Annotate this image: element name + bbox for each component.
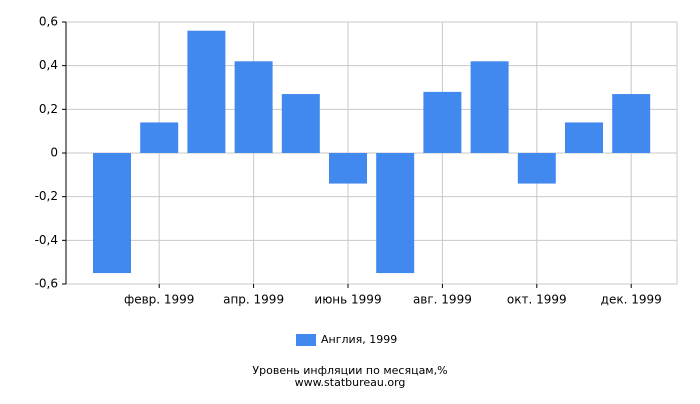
bar bbox=[234, 61, 273, 153]
y-tick-label: 0 bbox=[50, 146, 58, 160]
x-tick-label: июнь 1999 bbox=[314, 293, 381, 307]
bar bbox=[93, 153, 131, 274]
x-tick-label: февр. 1999 bbox=[124, 293, 195, 307]
bar bbox=[281, 94, 320, 153]
bar bbox=[187, 30, 226, 153]
bar bbox=[140, 122, 179, 153]
x-tick-label: окт. 1999 bbox=[507, 293, 567, 307]
bar bbox=[470, 61, 509, 153]
bar bbox=[517, 153, 556, 184]
y-tick-label: 0,6 bbox=[39, 15, 58, 29]
legend-label: Англия, 1999 bbox=[321, 333, 397, 346]
legend-swatch bbox=[296, 334, 316, 346]
y-tick-label: -0,6 bbox=[35, 277, 58, 291]
y-tick-label: -0,2 bbox=[35, 189, 58, 203]
x-tick-label: апр. 1999 bbox=[223, 293, 284, 307]
chart-title: Уровень инфляции по месяцам,% bbox=[252, 364, 447, 377]
x-tick-label: дек. 1999 bbox=[601, 293, 662, 307]
bar bbox=[329, 153, 367, 184]
bar bbox=[565, 122, 603, 153]
source: www.statbureau.org bbox=[295, 376, 406, 389]
y-tick-label: 0,4 bbox=[39, 58, 58, 72]
bar bbox=[376, 153, 415, 274]
y-tick-label: 0,2 bbox=[39, 102, 58, 116]
y-tick-label: -0,4 bbox=[35, 233, 58, 247]
bar bbox=[423, 91, 462, 153]
x-tick-label: авг. 1999 bbox=[413, 293, 472, 307]
bar bbox=[612, 94, 651, 153]
